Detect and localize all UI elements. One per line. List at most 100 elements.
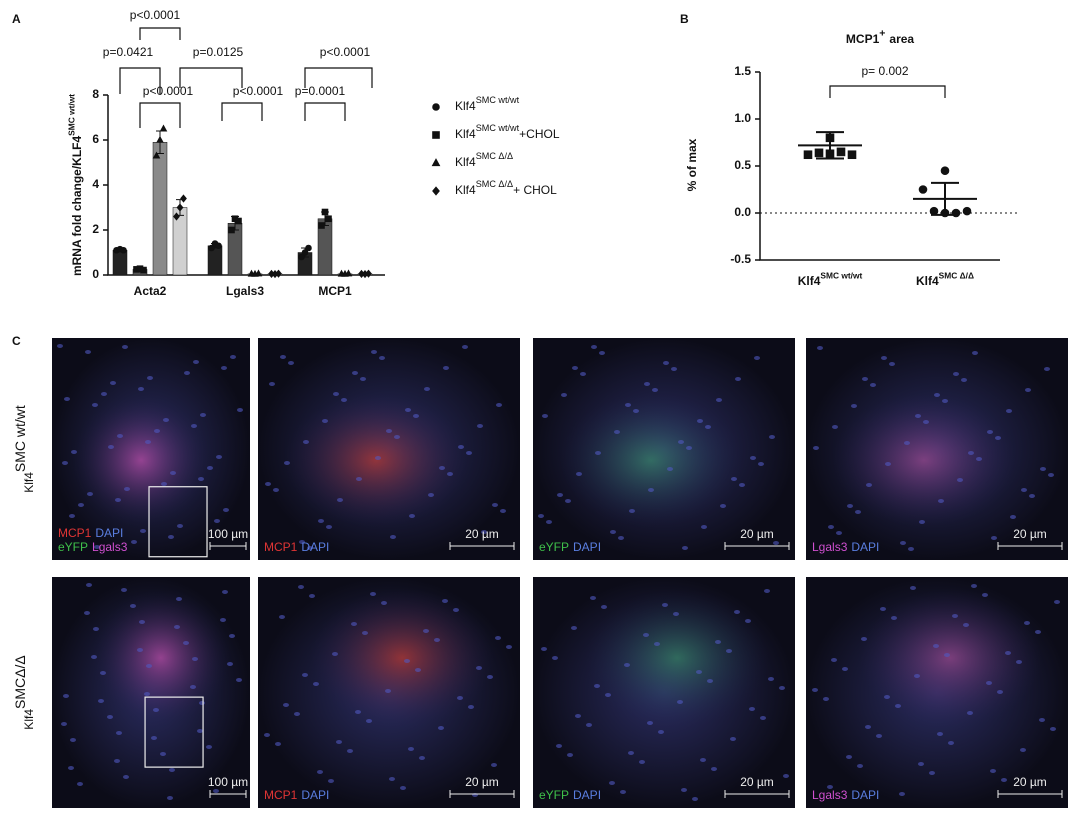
panel-label: C — [12, 334, 21, 348]
nucleus — [355, 710, 361, 714]
nucleus — [1048, 473, 1054, 477]
text-part: + CHOL — [513, 183, 557, 197]
nucleus — [914, 674, 920, 678]
nucleus — [220, 618, 226, 622]
nucleus — [390, 535, 396, 539]
nucleus — [360, 377, 366, 381]
nucleus — [351, 622, 357, 626]
y-axis-label: mRNA fold change/KLF4SMC wt/wt — [67, 94, 84, 276]
nucleus — [870, 383, 876, 387]
caption-word: DAPI — [851, 788, 879, 802]
nucleus — [477, 424, 483, 428]
nucleus — [648, 488, 654, 492]
caption-word: DAPI — [573, 788, 601, 802]
p-value: p<0.0001 — [233, 84, 284, 98]
point — [962, 206, 972, 216]
nucleus — [1010, 515, 1016, 519]
point — [918, 185, 928, 194]
nucleus — [1024, 621, 1030, 625]
nucleus — [768, 677, 774, 681]
nucleus — [379, 356, 385, 360]
nucleus — [565, 499, 571, 503]
caption-word: Lgals3 — [812, 788, 848, 802]
nucleus — [681, 788, 687, 792]
caption-word: DAPI — [851, 540, 879, 554]
nucleus — [207, 466, 213, 470]
axis — [107, 95, 385, 276]
x-tick-label: MCP1 — [318, 284, 352, 298]
significance-bracket — [139, 102, 181, 128]
nucleus — [227, 662, 233, 666]
nucleus — [846, 755, 852, 759]
nucleus — [299, 540, 305, 544]
point — [836, 147, 846, 157]
stain — [559, 393, 743, 527]
nucleus — [836, 531, 842, 535]
nucleus — [929, 771, 935, 775]
nucleus — [682, 546, 688, 550]
nucleus — [880, 607, 886, 611]
nucleus — [773, 541, 779, 545]
point — [305, 244, 312, 252]
nucleus — [538, 514, 544, 518]
caption-word: Lgals3 — [92, 540, 128, 554]
nucleus — [571, 626, 577, 630]
nucleus — [404, 659, 410, 663]
nucleus — [341, 398, 347, 402]
nucleus — [176, 597, 182, 601]
nucleus — [405, 408, 411, 412]
nucleus — [968, 451, 974, 455]
nucleus — [389, 777, 395, 781]
text-part: +CHOL — [519, 127, 560, 141]
point — [432, 131, 440, 139]
nucleus — [678, 440, 684, 444]
nucleus — [971, 584, 977, 588]
nucleus — [633, 409, 639, 413]
nucleus — [1020, 748, 1026, 752]
nucleus — [658, 730, 664, 734]
nucleus — [131, 540, 137, 544]
nucleus — [618, 536, 624, 540]
image-caption: eYFP Lgals3 — [58, 540, 128, 554]
inset-box — [144, 696, 204, 768]
point — [431, 158, 441, 167]
nucleus — [183, 641, 189, 645]
inset-box — [148, 486, 208, 558]
text-part: mRNA fold change/KLF4 — [70, 136, 84, 277]
nucleus — [862, 377, 868, 381]
nucleus — [190, 685, 196, 689]
nucleus — [1040, 467, 1046, 471]
nucleus — [707, 679, 713, 683]
nucleus — [333, 392, 339, 396]
nucleus — [200, 413, 206, 417]
nucleus — [561, 393, 567, 397]
nucleus — [697, 419, 703, 423]
nucleus — [967, 711, 973, 715]
nucleus — [229, 634, 235, 638]
p-value: p=0.0421 — [103, 45, 154, 59]
nucleus — [309, 594, 315, 598]
point — [156, 135, 164, 143]
point — [159, 124, 168, 132]
nucleus — [443, 366, 449, 370]
x-tick-label: Klf4SMC wt/wt — [798, 271, 863, 288]
point — [325, 215, 332, 223]
error-bar — [816, 131, 844, 160]
stain — [832, 393, 1016, 527]
nucleus — [68, 766, 74, 770]
y-tick-label: 4 — [92, 177, 99, 191]
nucleus — [764, 589, 770, 593]
scale-bar — [724, 542, 790, 550]
nucleus — [230, 355, 236, 359]
nucleus — [151, 736, 157, 740]
nucleus — [1025, 388, 1031, 392]
significance-bracket — [304, 102, 346, 121]
image-caption: MCP1 DAPI — [264, 540, 329, 554]
nucleus — [812, 688, 818, 692]
nucleus — [594, 684, 600, 688]
caption-word: DAPI — [573, 540, 601, 554]
nucleus — [942, 399, 948, 403]
nucleus — [701, 525, 707, 529]
nucleus — [145, 440, 151, 444]
point — [275, 269, 282, 278]
